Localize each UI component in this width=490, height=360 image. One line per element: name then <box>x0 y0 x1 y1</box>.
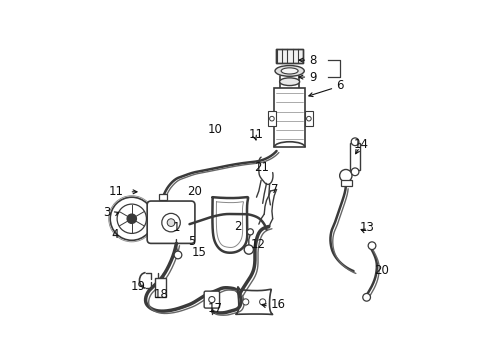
Text: 11: 11 <box>249 127 264 140</box>
Text: 3: 3 <box>103 206 110 219</box>
Text: 6: 6 <box>336 79 343 92</box>
Bar <box>341 180 352 186</box>
Text: 16: 16 <box>270 298 285 311</box>
Circle shape <box>270 116 274 121</box>
Text: 14: 14 <box>354 138 369 151</box>
Circle shape <box>167 219 175 226</box>
Text: 15: 15 <box>192 246 207 259</box>
Text: 12: 12 <box>251 238 266 251</box>
Circle shape <box>307 116 311 121</box>
Text: 11: 11 <box>109 185 124 198</box>
Bar <box>268 111 276 126</box>
Text: 7: 7 <box>271 183 279 196</box>
Bar <box>276 49 303 63</box>
Text: 18: 18 <box>153 288 169 301</box>
Circle shape <box>363 293 370 301</box>
Bar <box>159 194 167 200</box>
Bar <box>350 143 360 170</box>
Ellipse shape <box>280 78 300 86</box>
Text: 8: 8 <box>309 54 316 67</box>
Circle shape <box>127 214 136 223</box>
Text: 17: 17 <box>207 302 222 315</box>
Text: 20: 20 <box>188 185 202 198</box>
Text: 2: 2 <box>234 220 242 233</box>
Text: 13: 13 <box>359 221 374 234</box>
Text: 21: 21 <box>254 161 269 175</box>
Circle shape <box>174 251 182 259</box>
Text: 9: 9 <box>309 71 317 84</box>
Circle shape <box>260 299 266 305</box>
Circle shape <box>244 245 253 254</box>
Bar <box>274 88 305 147</box>
FancyBboxPatch shape <box>204 291 220 308</box>
Circle shape <box>340 170 352 182</box>
Text: 4: 4 <box>111 228 119 240</box>
Circle shape <box>247 229 253 235</box>
Circle shape <box>117 204 147 233</box>
Ellipse shape <box>281 68 298 74</box>
Bar <box>155 278 166 297</box>
Text: 19: 19 <box>130 280 146 293</box>
Ellipse shape <box>275 66 304 76</box>
FancyBboxPatch shape <box>147 201 195 243</box>
Circle shape <box>243 299 249 305</box>
Circle shape <box>351 138 359 145</box>
Text: 5: 5 <box>188 235 196 248</box>
Bar <box>305 111 313 126</box>
Text: 20: 20 <box>374 264 390 277</box>
Circle shape <box>110 197 153 240</box>
Text: 10: 10 <box>207 123 222 136</box>
Text: 1: 1 <box>172 221 180 234</box>
Circle shape <box>162 213 180 232</box>
Circle shape <box>209 297 215 303</box>
Circle shape <box>368 242 376 249</box>
Circle shape <box>351 168 359 176</box>
